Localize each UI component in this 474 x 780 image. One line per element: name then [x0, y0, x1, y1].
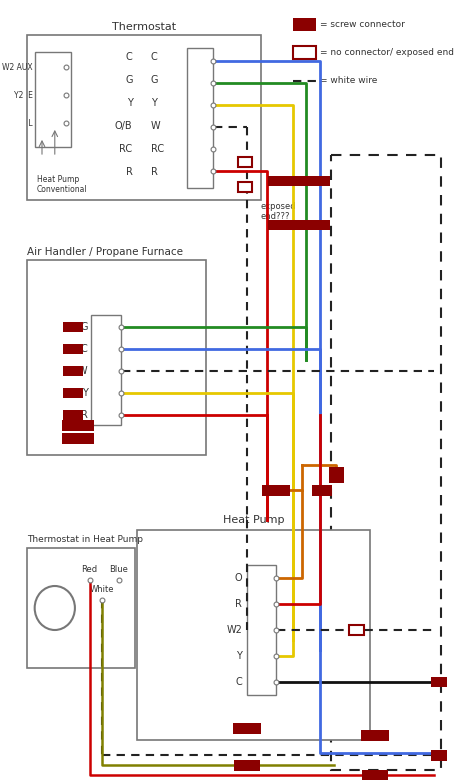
Text: White: White: [90, 586, 115, 594]
Bar: [268, 220, 284, 230]
Bar: [35, 52, 71, 147]
Bar: [349, 625, 364, 635]
Text: Thermostat in Heat Pump: Thermostat in Heat Pump: [27, 536, 143, 544]
Bar: [27, 260, 206, 455]
Bar: [63, 388, 83, 398]
Text: R: R: [236, 599, 242, 609]
Text: = no connector/ exposed end: = no connector/ exposed end: [320, 48, 454, 57]
Bar: [63, 366, 83, 376]
Text: Y: Y: [82, 388, 88, 398]
Text: W: W: [78, 366, 88, 376]
Text: Y: Y: [151, 98, 157, 108]
Text: R: R: [126, 167, 133, 177]
Bar: [268, 176, 284, 186]
Text: Blue: Blue: [109, 566, 128, 575]
Bar: [233, 722, 261, 733]
Bar: [284, 176, 301, 186]
Bar: [362, 770, 388, 780]
Bar: [361, 729, 389, 740]
Bar: [62, 420, 94, 431]
Bar: [284, 220, 301, 230]
Text: R: R: [81, 410, 88, 420]
Bar: [237, 182, 252, 192]
Bar: [313, 176, 330, 186]
Text: Y2  E: Y2 E: [14, 90, 33, 100]
Bar: [329, 467, 344, 483]
Bar: [247, 565, 276, 695]
Bar: [262, 484, 290, 495]
Bar: [292, 46, 316, 59]
Text: Heat Pump: Heat Pump: [223, 515, 284, 525]
Text: C: C: [81, 344, 88, 354]
Text: G: G: [80, 322, 88, 332]
Text: RC: RC: [151, 144, 164, 154]
Text: Heat Pump: Heat Pump: [36, 176, 79, 185]
Text: W: W: [151, 121, 160, 131]
Bar: [298, 176, 314, 186]
Bar: [430, 750, 447, 760]
Text: G: G: [151, 75, 158, 85]
Bar: [137, 530, 370, 740]
Text: W2: W2: [227, 625, 242, 635]
Text: O: O: [235, 573, 242, 583]
Bar: [430, 677, 447, 687]
Text: C: C: [126, 52, 133, 62]
Text: G: G: [125, 75, 133, 85]
Text: Y: Y: [237, 651, 242, 661]
Text: Y: Y: [127, 98, 133, 108]
Bar: [91, 315, 120, 425]
Bar: [62, 432, 94, 444]
Bar: [331, 155, 441, 770]
Text: C: C: [236, 677, 242, 687]
Bar: [63, 344, 83, 354]
Text: = white wire: = white wire: [320, 76, 377, 85]
Text: = screw connector: = screw connector: [320, 20, 405, 29]
Bar: [237, 157, 252, 167]
Bar: [63, 410, 83, 420]
Bar: [234, 760, 260, 771]
Bar: [187, 48, 213, 188]
Bar: [27, 35, 261, 200]
Text: Red: Red: [82, 566, 98, 575]
Text: C: C: [151, 52, 157, 62]
Bar: [63, 322, 83, 332]
Text: Air Handler / Propane Furnace: Air Handler / Propane Furnace: [27, 247, 183, 257]
Bar: [298, 220, 314, 230]
Bar: [312, 484, 332, 495]
Bar: [313, 220, 330, 230]
Bar: [27, 548, 135, 668]
Text: R: R: [151, 167, 158, 177]
Text: exposed
end???: exposed end???: [261, 202, 296, 222]
Bar: [292, 18, 316, 31]
Text: L: L: [26, 119, 33, 127]
Text: O/B: O/B: [115, 121, 133, 131]
Text: Conventional: Conventional: [36, 186, 87, 194]
Text: Thermostat: Thermostat: [112, 22, 176, 32]
Text: W2 AUX: W2 AUX: [2, 62, 33, 72]
Text: RC: RC: [119, 144, 133, 154]
